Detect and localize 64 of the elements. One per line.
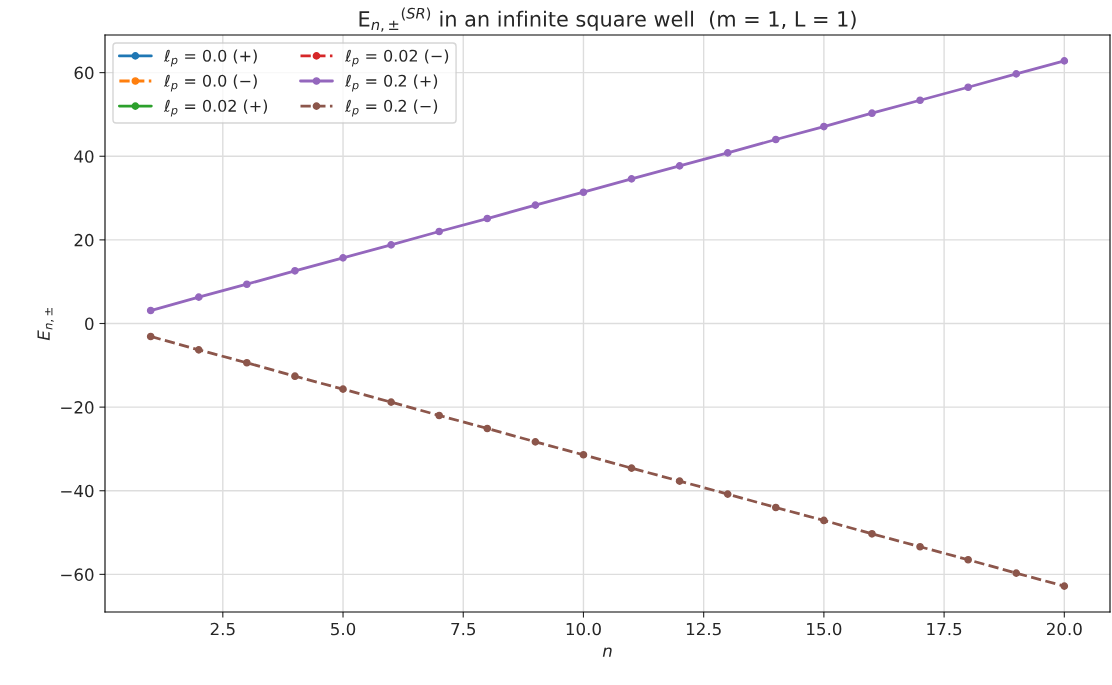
point xyxy=(483,214,492,223)
point xyxy=(964,555,972,564)
point xyxy=(627,464,636,472)
y-tick-label: −60 xyxy=(61,568,94,581)
point xyxy=(723,490,732,498)
y-tick-label: −40 xyxy=(61,484,94,498)
point xyxy=(820,516,828,525)
point xyxy=(916,542,924,551)
legend-label: ℓ$_{p}$ = 0.02 (+) xyxy=(163,99,268,117)
point xyxy=(868,109,876,118)
point xyxy=(1060,57,1069,65)
point xyxy=(627,175,636,183)
legend-label: ℓ$_{p}$ = 0.2 (−) xyxy=(345,99,438,117)
point xyxy=(435,411,444,420)
point xyxy=(531,201,540,209)
x-tick-label: 10.0 xyxy=(566,622,601,636)
point xyxy=(531,438,540,446)
point xyxy=(916,96,924,105)
y-tick-label: −20 xyxy=(61,401,94,414)
point xyxy=(675,162,684,170)
point xyxy=(243,358,251,367)
x-tick-label: 12.5 xyxy=(686,622,721,636)
point xyxy=(723,149,732,157)
point xyxy=(339,385,347,393)
point xyxy=(964,83,972,92)
x-tick-label: 20.0 xyxy=(1046,622,1082,636)
point xyxy=(820,122,828,131)
point xyxy=(146,332,155,341)
x-tick-label: 7.5 xyxy=(451,622,476,636)
point xyxy=(579,450,588,459)
point xyxy=(771,503,780,512)
point xyxy=(1012,569,1021,577)
point xyxy=(1060,582,1069,590)
legend-label: ℓ$_{p}$ = 0.02 (−) xyxy=(345,49,449,67)
point xyxy=(194,293,203,301)
point xyxy=(483,424,492,433)
point xyxy=(771,135,780,144)
legend-label: ℓ$_{p}$ = 0.2 (+) xyxy=(345,74,438,92)
point xyxy=(1012,70,1021,78)
y-tick-label: 20 xyxy=(74,233,94,247)
legend-label: ℓ$_{p}$ = 0.0 (+) xyxy=(163,49,257,67)
point xyxy=(194,346,203,354)
point xyxy=(243,280,251,289)
x-axis-title: n xyxy=(602,647,612,657)
point xyxy=(435,227,444,236)
point xyxy=(387,398,395,406)
point xyxy=(579,188,588,197)
y-axis-title: E$_{n,±}$ xyxy=(37,308,54,341)
y-tick-label: 60 xyxy=(74,66,94,80)
x-tick-label: 15.0 xyxy=(807,622,842,636)
y-tick-label: 40 xyxy=(74,150,94,163)
legend-label: ℓ$_{p}$ = 0.0 (−) xyxy=(163,74,257,92)
x-tick-label: 2.5 xyxy=(210,622,235,636)
x-tick-label: 17.5 xyxy=(927,622,962,636)
point xyxy=(291,266,299,275)
point xyxy=(387,241,395,249)
point xyxy=(675,477,684,485)
point xyxy=(868,529,876,538)
chart-title: E$_{n,±}$$^{(SR)}$ in an infinite square well (m = 1, L = 1) xyxy=(359,7,856,32)
point xyxy=(291,372,299,381)
point xyxy=(339,254,347,262)
point xyxy=(146,306,155,315)
y-tick-label: 0 xyxy=(85,317,94,331)
x-tick-label: 5.0 xyxy=(331,622,356,636)
